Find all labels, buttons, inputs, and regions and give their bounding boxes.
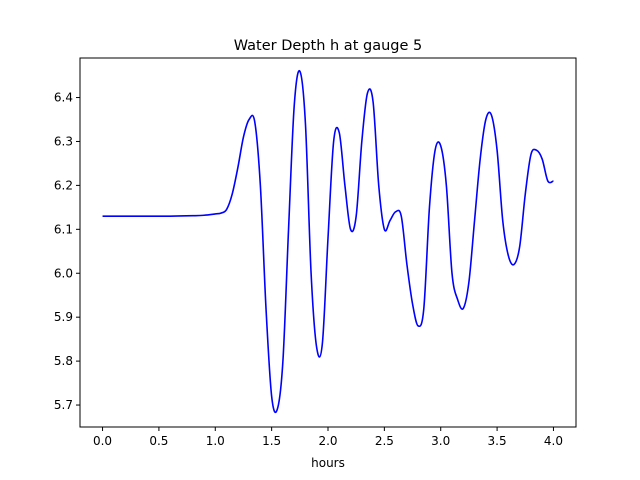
x-tick-label: 2.5 xyxy=(375,434,394,448)
x-tick-label: 0.0 xyxy=(93,434,112,448)
y-tick-label: 6.1 xyxy=(54,222,73,236)
x-tick-label: 1.5 xyxy=(262,434,281,448)
x-tick-label: 3.0 xyxy=(431,434,450,448)
plot-frame xyxy=(79,57,577,428)
chart-title: Water Depth h at gauge 5 xyxy=(234,38,422,54)
x-tick-label: 0.5 xyxy=(149,434,168,448)
y-tick-label: 6.0 xyxy=(54,266,73,280)
y-axis-ticks: 5.7 5.8 5.9 6.0 6.1 6.2 6.3 6.4 xyxy=(54,91,80,412)
x-tick-label: 3.5 xyxy=(488,434,507,448)
x-axis-label: hours xyxy=(311,456,345,470)
y-tick-label: 5.9 xyxy=(54,310,73,324)
x-axis-ticks: 0.0 0.5 1.0 1.5 2.0 2.5 3.0 3.5 4.0 xyxy=(93,427,563,448)
y-tick-label: 5.7 xyxy=(54,398,73,412)
y-tick-label: 6.3 xyxy=(54,134,73,148)
x-tick-label: 1.0 xyxy=(206,434,225,448)
x-tick-label: 4.0 xyxy=(544,434,563,448)
y-tick-label: 6.2 xyxy=(54,178,73,192)
series-line-0 xyxy=(102,69,554,414)
data-layer xyxy=(102,69,554,414)
y-tick-label: 5.8 xyxy=(54,354,73,368)
x-tick-label: 2.0 xyxy=(318,434,337,448)
y-tick-label: 6.4 xyxy=(54,91,73,105)
